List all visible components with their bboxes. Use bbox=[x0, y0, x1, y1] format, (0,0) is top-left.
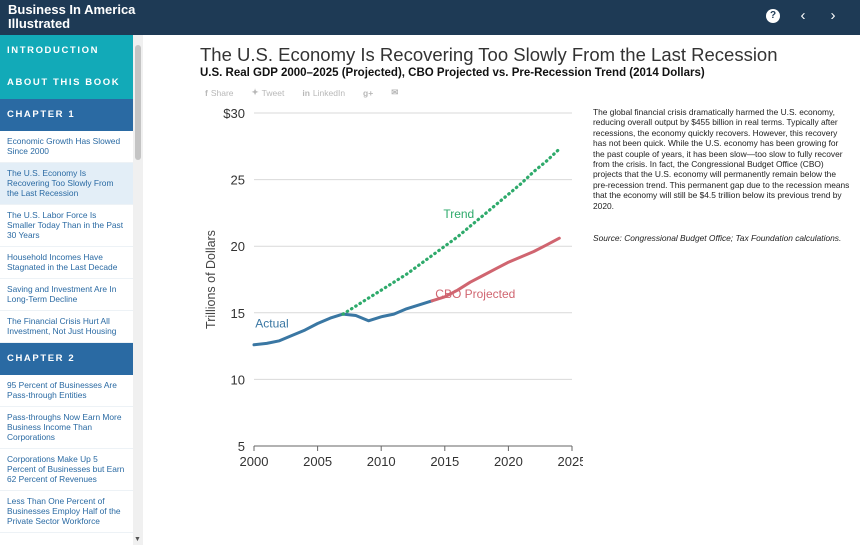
email-icon: ✉ bbox=[391, 87, 399, 97]
x-tick-label: 2020 bbox=[494, 454, 523, 469]
share-googleplus-button[interactable]: g+ bbox=[363, 88, 373, 98]
scroll-down-icon[interactable]: ▼ bbox=[134, 536, 141, 543]
y-tick-label: 5 bbox=[238, 439, 245, 454]
y-tick-label: $30 bbox=[223, 106, 245, 121]
y-tick-label: 20 bbox=[231, 239, 245, 254]
x-tick-label: 2000 bbox=[240, 454, 269, 469]
sidebar-section-chapter-2[interactable]: CHAPTER 2 bbox=[0, 343, 133, 375]
sidebar-item[interactable]: Economic Growth Has Slowed Since 2000 bbox=[0, 131, 133, 163]
sidebar-item[interactable]: 95 Percent of Businesses Are Pass-throug… bbox=[0, 375, 133, 407]
y-tick-label: 25 bbox=[231, 173, 245, 188]
page-title: The U.S. Economy Is Recovering Too Slowl… bbox=[200, 44, 778, 65]
scrollbar-thumb[interactable] bbox=[135, 45, 141, 160]
share-facebook-button[interactable]: f Share bbox=[205, 88, 234, 98]
sidebar-list: INTRODUCTION ABOUT THIS BOOK CHAPTER 1 Econ… bbox=[0, 35, 143, 533]
share-email-button[interactable]: ✉ bbox=[391, 87, 398, 98]
y-tick-label: 15 bbox=[231, 306, 245, 321]
x-tick-label: 2010 bbox=[367, 454, 396, 469]
y-axis-label: Trillions of Dollars bbox=[204, 230, 218, 329]
sidebar-item[interactable]: Household Incomes Have Stagnated in the … bbox=[0, 247, 133, 279]
page-subtitle: U.S. Real GDP 2000–2025 (Projected), CBO… bbox=[200, 67, 705, 79]
share-linkedin-button[interactable]: in LinkedIn bbox=[302, 88, 345, 98]
chevron-left-icon[interactable]: ‹ bbox=[800, 7, 806, 24]
chart-description: The global financial crisis dramatically… bbox=[593, 107, 850, 211]
google-plus-icon: g+ bbox=[363, 87, 374, 98]
sidebar-item[interactable]: Pass-throughs Now Earn More Business Inc… bbox=[0, 407, 133, 449]
facebook-icon: f bbox=[205, 87, 208, 98]
sidebar-item[interactable]: Corporations Make Up 5 Percent of Busine… bbox=[0, 449, 133, 491]
top-bar: Business In America Illustrated ? ‹ › bbox=[0, 0, 860, 35]
x-tick-label: 2015 bbox=[430, 454, 459, 469]
series-line-cbo-projected bbox=[430, 236, 561, 303]
chevron-right-icon[interactable]: › bbox=[830, 7, 836, 24]
linkedin-icon: in bbox=[302, 87, 310, 98]
series-label: Actual bbox=[255, 316, 288, 330]
sidebar-section-chapter-1[interactable]: CHAPTER 1 bbox=[0, 99, 133, 131]
series-label: Trend bbox=[443, 207, 474, 221]
sidebar-scrollbar[interactable]: ▼ bbox=[133, 35, 143, 545]
sidebar-item[interactable]: Less Than One Percent of Businesses Empl… bbox=[0, 491, 133, 533]
sidebar: INTRODUCTION ABOUT THIS BOOK CHAPTER 1 Econ… bbox=[0, 35, 143, 545]
share-twitter-label: Tweet bbox=[261, 87, 285, 98]
sidebar-item[interactable]: The U.S. Economy Is Recovering Too Slowl… bbox=[0, 163, 133, 205]
share-linkedin-label: LinkedIn bbox=[312, 87, 346, 98]
series-line-trend bbox=[341, 147, 561, 316]
main-content: The U.S. Economy Is Recovering Too Slowl… bbox=[143, 35, 860, 545]
share-bar: f Share ✦ Tweet in LinkedIn g+ ✉ bbox=[205, 87, 398, 98]
x-tick-label: 2025 bbox=[558, 454, 583, 469]
x-tick-label: 2005 bbox=[303, 454, 332, 469]
share-facebook-label: Share bbox=[210, 87, 234, 98]
share-twitter-button[interactable]: ✦ Tweet bbox=[252, 87, 285, 98]
top-icons: ? ‹ › bbox=[766, 7, 840, 24]
sidebar-item[interactable]: The U.S. Labor Force Is Smaller Today Th… bbox=[0, 205, 133, 247]
sidebar-section-about-this-book[interactable]: ABOUT THIS BOOK bbox=[0, 67, 133, 99]
y-tick-label: 10 bbox=[231, 372, 245, 387]
sidebar-section-introduction[interactable]: INTRODUCTION bbox=[0, 35, 133, 67]
app-title[interactable]: Business In America Illustrated bbox=[8, 2, 136, 31]
help-icon[interactable]: ? bbox=[766, 9, 780, 23]
twitter-icon: ✦ bbox=[251, 87, 259, 97]
series-label: CBO Projected bbox=[435, 287, 515, 301]
chart-source: Source: Congressional Budget Office; Tax… bbox=[593, 233, 842, 243]
sidebar-item[interactable]: The Financial Crisis Hurt All Investment… bbox=[0, 311, 133, 343]
sidebar-item[interactable]: Saving and Investment Are In Long-Term D… bbox=[0, 279, 133, 311]
